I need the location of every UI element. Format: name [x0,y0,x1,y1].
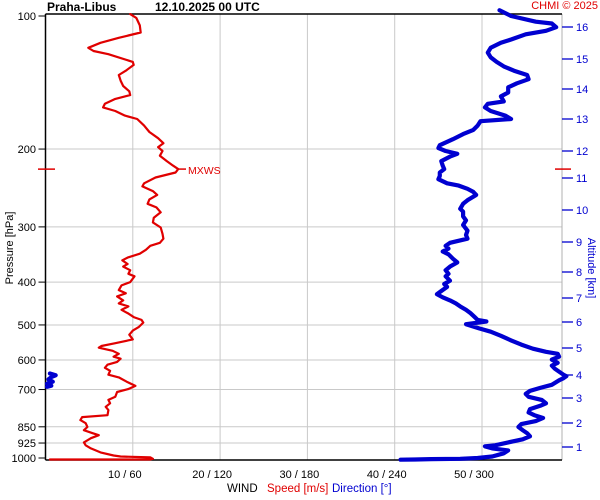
speed-axis-title: Speed [m/s] [267,483,329,495]
svg-text:7: 7 [576,293,582,305]
svg-text:100: 100 [18,11,36,23]
svg-text:13: 13 [576,114,588,126]
svg-text:20 / 120: 20 / 120 [192,469,232,481]
svg-text:925: 925 [18,438,36,450]
svg-text:11: 11 [576,173,587,185]
svg-text:600: 600 [18,355,36,367]
svg-text:16: 16 [576,22,588,34]
svg-text:5: 5 [576,343,582,355]
sounding-datetime: 12.10.2025 00 UTC [155,0,260,14]
svg-text:200: 200 [18,144,36,156]
svg-text:15: 15 [576,54,588,66]
svg-text:700: 700 [18,385,36,397]
svg-text:1: 1 [576,442,582,454]
svg-text:10 / 60: 10 / 60 [108,469,142,481]
svg-text:400: 400 [18,277,36,289]
altitude-axis-label: Altitude [km] [585,237,597,299]
svg-text:850: 850 [18,422,36,434]
svg-text:12: 12 [576,146,588,158]
svg-text:3: 3 [576,393,582,405]
svg-text:300: 300 [18,222,36,234]
svg-text:4: 4 [576,370,582,382]
svg-text:30 / 180: 30 / 180 [280,469,320,481]
copyright-label: CHMI © 2025 [531,0,598,12]
svg-text:1000: 1000 [12,453,36,465]
direction-axis-title: Direction [°] [332,483,392,495]
svg-text:6: 6 [576,317,582,329]
svg-text:9: 9 [576,237,582,249]
svg-text:40 / 240: 40 / 240 [367,469,407,481]
svg-text:8: 8 [576,267,582,279]
wind-axis-title: WIND [227,483,258,495]
svg-text:2: 2 [576,418,582,430]
station-title: Praha-Libus [47,0,117,14]
pressure-axis-label: Pressure [hPa] [4,211,16,285]
svg-text:50 / 300: 50 / 300 [454,469,494,481]
svg-text:500: 500 [18,320,36,332]
svg-text:14: 14 [576,84,588,96]
svg-text:10: 10 [576,205,588,217]
max-wind-speed-label: MXWS [188,165,221,177]
